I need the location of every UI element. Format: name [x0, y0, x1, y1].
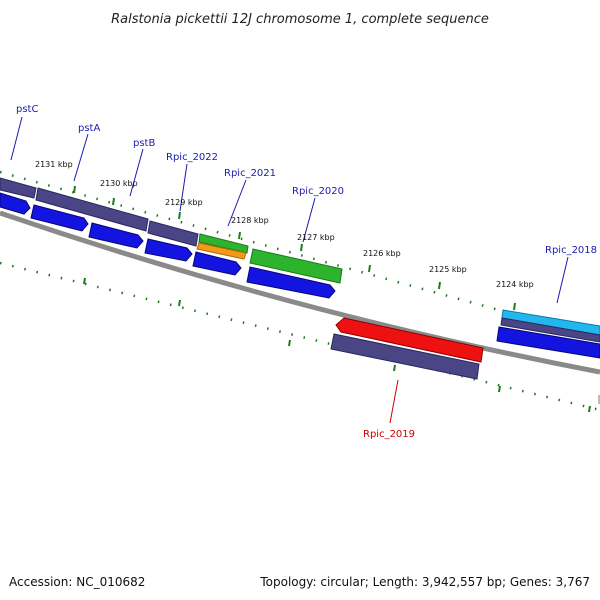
feature-orange-1 — [196, 242, 247, 260]
gene-labels: pstC pstA pstB Rpic_2022 Rpic_2021 Rpic_… — [16, 104, 597, 440]
tick-label-2130: 2130 kbp — [100, 179, 138, 188]
feature-purple-1 — [0, 177, 37, 199]
backbone — [0, 210, 600, 375]
cds-arrow-6 — [246, 266, 336, 299]
upper-feature-row — [0, 177, 343, 284]
tick-label-2128: 2128 kbp — [231, 216, 269, 225]
reverse-feature-group — [330, 317, 484, 380]
cds-arrow-3 — [88, 222, 144, 249]
cds-arrow-2 — [30, 204, 89, 232]
feature-red-arrow — [335, 317, 484, 363]
cds-arrow-1 — [0, 192, 31, 215]
tick-label-2125: 2125 kbp — [429, 265, 467, 274]
tick-label-2131: 2131 kbp — [35, 160, 73, 169]
feature-green-1 — [198, 233, 249, 254]
gene-label-rpic2018[interactable]: Rpic_2018 — [545, 245, 597, 256]
tick-label-2124: 2124 kbp — [496, 280, 534, 289]
feature-purple-right — [500, 317, 600, 343]
genome-summary-text: Topology: circular; Length: 3,942,557 bp… — [259, 575, 590, 589]
cds-arrow-4 — [144, 238, 193, 262]
right-feature-group — [496, 309, 600, 359]
gene-label-pstC[interactable]: pstC — [16, 104, 38, 115]
leader-lines — [10, 116, 569, 424]
cds-arrow-right — [496, 326, 600, 359]
gene-label-pstB[interactable]: pstB — [133, 138, 155, 149]
map-title: Ralstonia pickettii 12J chromosome 1, co… — [111, 12, 489, 27]
gene-label-rpic2019[interactable]: Rpic_2019 — [363, 429, 415, 440]
feature-cyan — [501, 309, 600, 336]
tick-label-2126: 2126 kbp — [363, 249, 401, 258]
tick-label-2129: 2129 kbp — [165, 198, 203, 207]
feature-purple-3 — [147, 220, 199, 247]
blue-cds-row — [0, 192, 336, 299]
major-ticks — [73, 185, 591, 413]
tick-labels: 2131 kbp 2130 kbp 2129 kbp 2128 kbp 2127… — [35, 160, 534, 289]
tick-label-2127: 2127 kbp — [297, 233, 335, 242]
feature-purple-2 — [35, 187, 149, 232]
gene-label-pstA[interactable]: pstA — [78, 123, 100, 134]
gene-label-rpic2022[interactable]: Rpic_2022 — [166, 152, 218, 163]
accession-text: Accession: NC_010682 — [9, 575, 145, 589]
feature-purple-reverse — [330, 333, 480, 380]
gene-label-rpic2021[interactable]: Rpic_2021 — [224, 168, 276, 179]
gene-label-rpic2020[interactable]: Rpic_2020 — [292, 186, 344, 197]
feature-green-2 — [249, 248, 343, 284]
cds-arrow-5 — [192, 251, 242, 276]
